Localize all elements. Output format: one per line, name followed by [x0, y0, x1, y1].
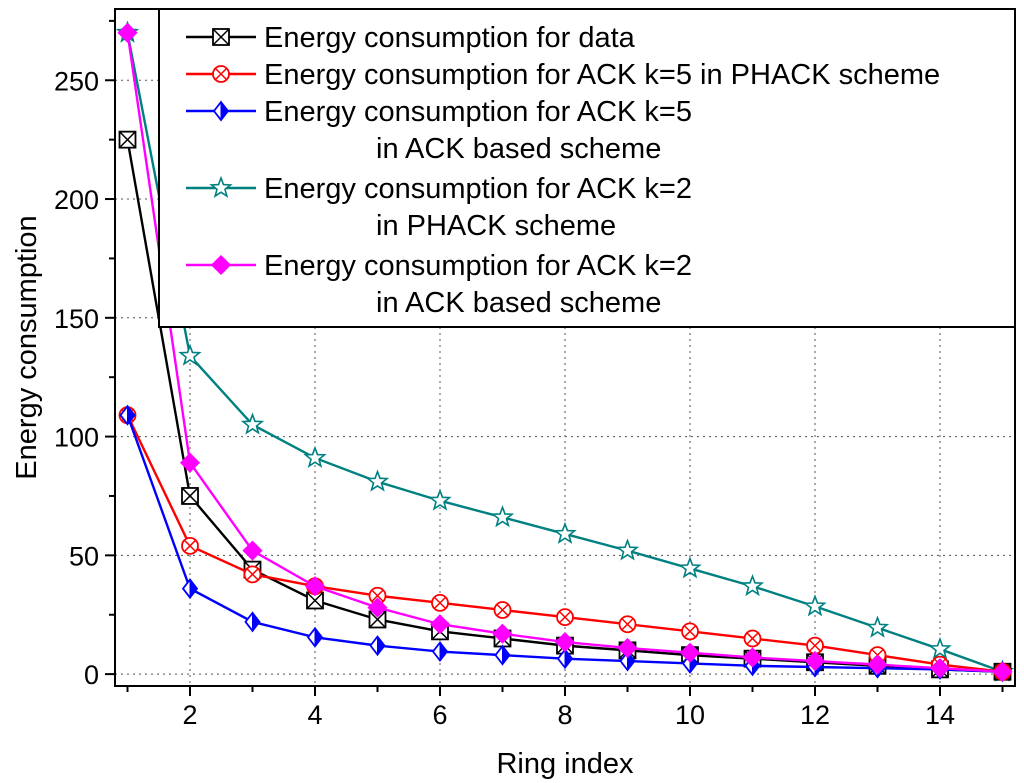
data-point-cross — [558, 610, 572, 624]
data-point-half — [439, 641, 448, 663]
data-point — [928, 636, 952, 660]
data-point-cross — [496, 603, 509, 617]
legend-label-line2: in ACK based scheme — [376, 287, 661, 319]
data-point — [865, 615, 890, 638]
y-tick-label: 100 — [54, 423, 99, 453]
y-tick-label: 0 — [84, 660, 99, 690]
x-tick-label: 14 — [925, 700, 955, 730]
x-axis-title: Ring index — [496, 748, 634, 780]
legend-entry: Energy consumption for ACK k=5 in ACK bas… — [186, 96, 692, 165]
legend-label: Energy consumption for ACK k=2 — [264, 173, 692, 205]
data-point — [804, 650, 826, 672]
data-point — [742, 647, 763, 668]
series-layer — [115, 20, 1015, 683]
data-point-cross — [683, 625, 697, 638]
data-point-cross — [368, 610, 387, 629]
x-tick-label: 12 — [800, 700, 830, 730]
data-point — [117, 22, 138, 43]
data-point — [617, 637, 638, 659]
y-tick-label: 250 — [54, 66, 99, 96]
data-point-cross — [246, 568, 259, 581]
data-point — [367, 597, 388, 618]
data-point — [553, 521, 577, 544]
data-point — [242, 540, 263, 561]
legend-entry: Energy consumption for ACK k=2 in ACK bas… — [186, 250, 692, 319]
legend-label: Energy consumption for ACK k=5 — [264, 96, 692, 128]
legend-entry: Energy consumption for data — [186, 22, 636, 54]
data-point — [492, 623, 513, 644]
data-point-cross — [371, 589, 384, 603]
data-point-cross — [181, 487, 199, 505]
x-tick-label: 4 — [307, 700, 322, 730]
data-point-half — [314, 626, 323, 648]
data-point-half — [502, 644, 511, 666]
data-point-cross — [183, 539, 197, 553]
data-point — [679, 642, 701, 663]
data-point — [929, 658, 951, 679]
data-point — [678, 556, 702, 579]
data-point — [740, 573, 765, 597]
legend-label: Energy consumption for ACK k=2 — [264, 250, 692, 282]
data-point — [554, 631, 576, 653]
data-point — [178, 343, 202, 366]
data-point-cross — [808, 639, 822, 652]
legend-box — [158, 8, 1016, 328]
legend-marker — [210, 254, 232, 276]
data-point — [428, 488, 452, 511]
series-4 — [117, 22, 1013, 682]
legend: Energy consumption for data Energy consum… — [158, 8, 1016, 328]
legend-marker-half — [220, 100, 229, 122]
data-point-cross — [118, 131, 137, 149]
data-point — [992, 661, 1013, 682]
data-point-cross — [621, 617, 634, 631]
y-tick-label: 150 — [54, 304, 99, 334]
data-point — [429, 614, 451, 635]
data-point-half — [627, 650, 636, 672]
x-tick-label: 8 — [557, 700, 572, 730]
x-tick-label: 6 — [432, 700, 447, 730]
data-point — [303, 445, 327, 468]
data-point-half — [377, 635, 386, 657]
legend-label-line2: in PHACK scheme — [376, 210, 616, 242]
data-point-half — [564, 648, 573, 670]
y-tick-label: 200 — [54, 185, 99, 215]
legend-marker — [209, 175, 233, 198]
legend-entry: Energy consumption for ACK k=2 in PHACK s… — [186, 173, 692, 242]
data-point — [179, 452, 201, 473]
data-point-cross — [433, 596, 447, 610]
axis-ticks: 2 4 6 8 10 12 14 0 50 100 150 200 250 — [54, 19, 1004, 730]
series-3 — [115, 20, 1015, 682]
data-point-cross — [746, 632, 759, 645]
x-tick-label: 10 — [675, 700, 705, 730]
data-point-cross — [306, 591, 324, 610]
data-point-half — [189, 578, 198, 600]
data-point-half — [252, 611, 261, 633]
legend-marker-cross — [214, 67, 228, 81]
data-point — [240, 412, 265, 435]
data-point — [365, 469, 390, 492]
y-tick-label: 50 — [69, 541, 99, 571]
data-point — [867, 654, 888, 675]
data-point-half — [127, 404, 136, 426]
y-axis-title: Energy consumption — [11, 215, 43, 479]
legend-label-line2: in ACK based scheme — [376, 133, 661, 165]
legend-entry: Energy consumption for ACK k=5 in PHACK … — [186, 59, 940, 91]
legend-marker-cross — [212, 28, 230, 46]
legend-label: Energy consumption for data — [264, 22, 636, 54]
data-point — [304, 576, 326, 597]
data-point — [490, 505, 515, 528]
data-point — [615, 538, 640, 561]
data-point — [803, 594, 827, 617]
legend-label: Energy consumption for ACK k=5 in PHACK … — [264, 59, 940, 91]
x-tick-label: 2 — [182, 700, 197, 730]
